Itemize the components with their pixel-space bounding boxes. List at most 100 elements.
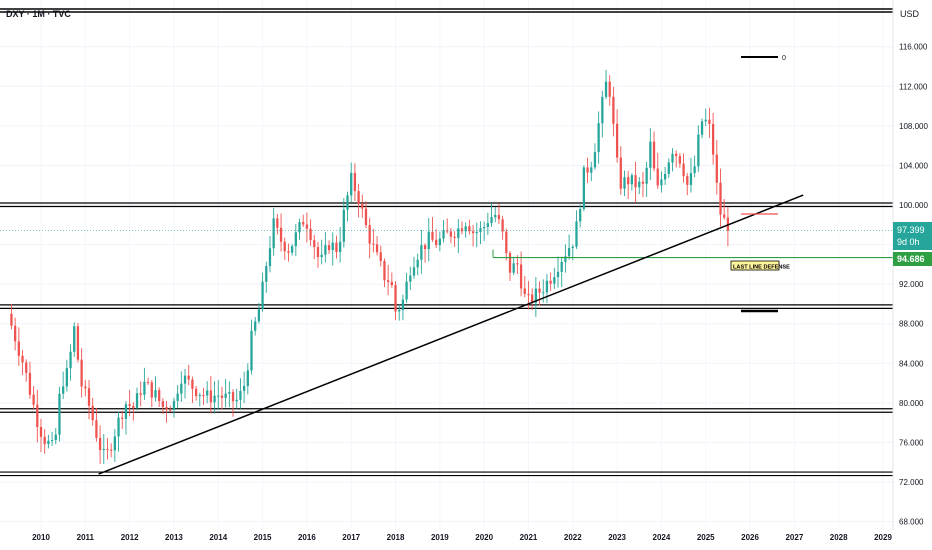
x-axis: 2010 2011 2012 2013 2014 2015 2016 2017 2018 2019…: [32, 533, 892, 542]
svg-text:LAST LINE DEFENSE: LAST LINE DEFENSE: [733, 264, 790, 270]
candle-body: [619, 157, 622, 189]
candle-body: [213, 395, 216, 403]
candle: [590, 161, 593, 182]
candle-body: [368, 225, 371, 244]
candle-body: [320, 254, 323, 258]
candle-body: [671, 153, 674, 163]
candle-body: [161, 401, 165, 407]
candle-body: [475, 231, 478, 234]
candle: [582, 165, 586, 212]
candle: [597, 111, 600, 164]
last-line-defense-label: LAST LINE DEFENSE: [730, 260, 790, 271]
candle: [638, 176, 641, 195]
candle-body: [586, 167, 589, 173]
candle-body: [682, 163, 685, 177]
candle-body: [69, 351, 72, 369]
candle: [327, 240, 331, 254]
candle-body: [28, 372, 32, 395]
candle-body: [50, 440, 54, 442]
candle: [416, 253, 419, 276]
candle-body: [494, 214, 497, 218]
candle-body: [54, 434, 57, 441]
candle-body: [73, 326, 76, 352]
candle: [449, 227, 453, 244]
candle-body: [32, 394, 35, 405]
candle-body: [431, 231, 434, 240]
candle: [545, 273, 549, 304]
legend-zero-text: 0: [782, 55, 786, 62]
candle: [21, 349, 24, 376]
candle: [150, 380, 153, 408]
candle-body: [265, 266, 268, 282]
candle-body: [711, 123, 715, 155]
candle: [272, 208, 275, 256]
candle: [58, 386, 61, 442]
candle: [180, 371, 183, 402]
candle-body: [523, 288, 526, 295]
candle-body: [165, 406, 168, 410]
candle-body: [678, 156, 682, 164]
candle: [357, 183, 360, 218]
candle: [675, 150, 678, 168]
candle-body: [298, 222, 301, 233]
candle: [564, 244, 567, 273]
candle: [194, 385, 198, 401]
candle-body: [512, 263, 515, 273]
candle-body: [538, 288, 541, 293]
candle-body: [567, 248, 571, 257]
candle-body: [65, 368, 68, 387]
candle: [386, 264, 390, 296]
candle-body: [420, 245, 423, 260]
candle: [28, 361, 32, 399]
candle: [641, 172, 645, 198]
candle-body: [231, 392, 235, 402]
candle: [283, 237, 286, 260]
candle: [191, 376, 194, 403]
currency-label[interactable]: USD: [900, 9, 920, 19]
x-tick-label: 2020: [475, 533, 493, 542]
candle-body: [228, 392, 231, 394]
candle: [135, 387, 139, 411]
candle-body: [667, 162, 670, 174]
candle-body: [43, 436, 46, 445]
candle-body: [435, 239, 438, 246]
candle: [501, 215, 504, 240]
y-tick-label: 108.000: [899, 122, 928, 131]
candle: [612, 86, 615, 137]
candle: [257, 302, 261, 324]
candle-body: [342, 209, 345, 242]
candle-body: [689, 173, 693, 185]
y-axis: 116.000112.000108.000104.000100.00096.00…: [899, 43, 928, 527]
candle: [298, 218, 301, 240]
candle: [379, 245, 382, 267]
candle-body: [206, 390, 209, 396]
candle: [693, 155, 696, 178]
candle: [250, 319, 253, 375]
candle-body: [302, 222, 305, 225]
candle-body: [194, 388, 198, 397]
symbol-title: DXY · 1M · TVC: [6, 9, 71, 19]
candle: [132, 402, 135, 421]
candle: [172, 397, 176, 418]
candle-body: [21, 355, 24, 363]
candle-body: [597, 123, 600, 153]
candle-body: [386, 280, 390, 282]
x-tick-label: 2019: [431, 533, 449, 542]
horizontal-levels: [0, 8, 893, 477]
candle-body: [191, 379, 194, 389]
x-tick-label: 2010: [32, 533, 50, 542]
candle-body: [209, 390, 213, 403]
candle-body: [346, 195, 349, 210]
candle-body: [172, 400, 176, 410]
candle-body: [486, 223, 489, 227]
candle: [361, 194, 364, 218]
candle: [265, 261, 268, 293]
candle-body: [627, 177, 630, 185]
candle: [556, 256, 560, 288]
candle: [224, 379, 227, 408]
candle-body: [464, 226, 467, 232]
candle: [276, 213, 279, 235]
candle-body: [98, 437, 102, 451]
candle-body: [505, 231, 508, 254]
